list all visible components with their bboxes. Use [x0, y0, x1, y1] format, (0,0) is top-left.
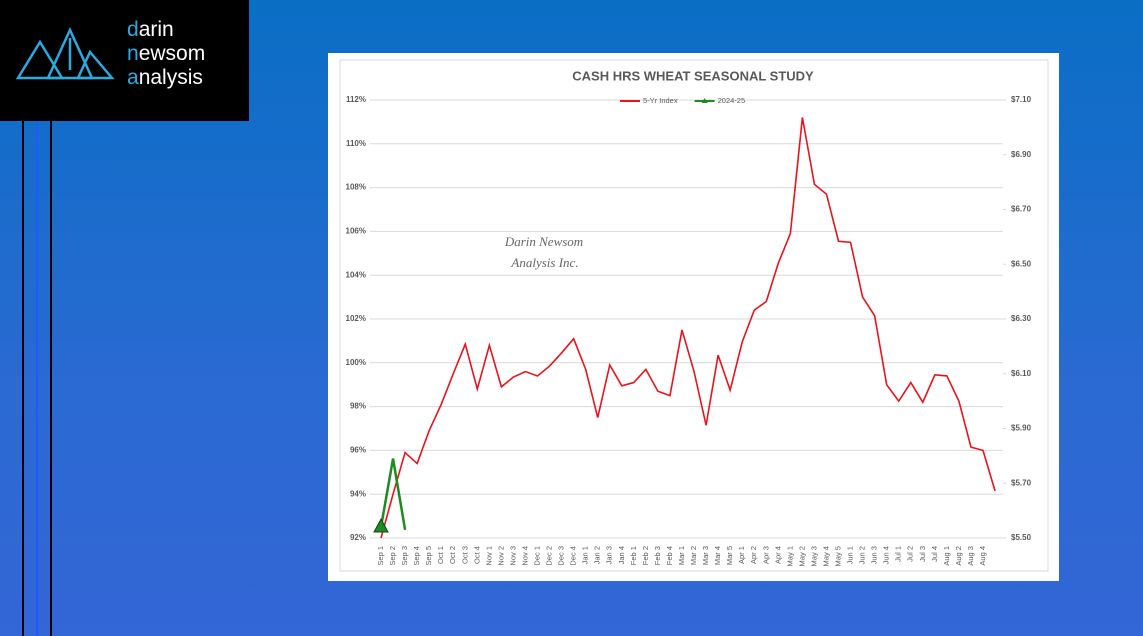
x-tick-label: Nov 1	[484, 546, 493, 566]
x-tick-label: Oct 3	[460, 546, 469, 564]
y2-tick-label: $6.90	[1011, 150, 1032, 159]
x-tick-label: May 4	[821, 546, 830, 566]
y-tick-label: 106%	[346, 227, 366, 236]
watermark: Analysis Inc.	[510, 255, 578, 270]
legend-label: 5-Yr Index	[643, 96, 678, 105]
x-tick-label: Dec 4	[569, 546, 578, 566]
x-tick-label: May 2	[797, 546, 806, 566]
series-line	[379, 458, 407, 530]
x-tick-label: Jul 4	[930, 546, 939, 562]
rule-line	[36, 121, 38, 636]
x-tick-label: May 3	[809, 546, 818, 566]
x-tick-label: Nov 4	[520, 546, 529, 566]
x-tick-label: Mar 1	[677, 546, 686, 565]
x-tick-label: May 1	[785, 546, 794, 566]
x-tick-label: Jul 2	[906, 546, 915, 562]
y-tick-label: 110%	[346, 139, 366, 148]
x-tick-label: Jan 3	[605, 546, 614, 564]
chart-card: CASH HRS WHEAT SEASONAL STUDY Darin News…	[328, 53, 1059, 581]
x-tick-label: Feb 4	[665, 546, 674, 565]
chart: CASH HRS WHEAT SEASONAL STUDY Darin News…	[339, 59, 1049, 572]
y2-tick-label: $6.30	[1011, 314, 1032, 323]
y-tick-label: 112%	[346, 95, 366, 104]
x-tick-label: Dec 2	[545, 546, 554, 566]
x-tick-label: Jan 1	[581, 546, 590, 564]
legend-marker	[701, 98, 708, 103]
x-tick-label: Jul 3	[918, 546, 927, 562]
x-tick-label: Aug 2	[954, 546, 963, 566]
logo-line: analysis	[127, 66, 203, 89]
x-tick-label: Sep 1	[376, 546, 385, 566]
x-tick-label: Jun 3	[870, 546, 879, 564]
watermark: Darin Newsom	[504, 234, 583, 249]
x-tick-label: Dec 1	[533, 546, 542, 566]
y-tick-label: 94%	[350, 489, 366, 498]
x-tick-label: Feb 3	[653, 546, 662, 565]
x-tick-label: Apr 3	[761, 546, 770, 564]
y2-tick-label: $6.50	[1011, 259, 1032, 268]
y2-tick-label: $5.90	[1011, 424, 1032, 433]
x-tick-label: Aug 3	[966, 546, 975, 566]
x-tick-label: Apr 1	[737, 546, 746, 564]
y2-tick-label: $5.50	[1011, 533, 1032, 542]
x-tick-label: Sep 5	[424, 546, 433, 566]
x-tick-label: Feb 1	[629, 546, 638, 565]
series-line	[380, 117, 996, 539]
rule-line	[22, 121, 24, 636]
y-tick-label: 100%	[346, 358, 366, 367]
legend-label: 2024-25	[718, 96, 746, 105]
x-tick-label: Jun 4	[882, 546, 891, 564]
x-tick-label: Jul 1	[894, 546, 903, 562]
y2-tick-label: $5.70	[1011, 478, 1032, 487]
x-tick-label: May 5	[834, 546, 843, 566]
x-tick-label: Mar 2	[689, 546, 698, 565]
x-tick-label: Apr 4	[773, 546, 782, 564]
x-tick-label: Jan 2	[593, 546, 602, 564]
y-tick-label: 98%	[350, 402, 366, 411]
x-tick-label: Dec 3	[557, 546, 566, 566]
logo-mark	[15, 26, 115, 80]
x-tick-label: Mar 3	[701, 546, 710, 565]
x-tick-label: Oct 2	[448, 546, 457, 564]
x-tick-label: Jun 1	[846, 546, 855, 564]
x-tick-label: Jan 4	[617, 546, 626, 564]
x-tick-label: Nov 3	[508, 546, 517, 566]
y2-tick-label: $7.10	[1011, 95, 1032, 104]
x-tick-label: Sep 4	[412, 546, 421, 566]
y-tick-label: 92%	[350, 533, 366, 542]
x-tick-label: Aug 1	[942, 546, 951, 566]
y-tick-label: 96%	[350, 446, 366, 455]
x-tick-label: Jun 2	[858, 546, 867, 564]
x-tick-label: Sep 2	[388, 546, 397, 566]
y2-tick-label: $6.10	[1011, 369, 1032, 378]
x-tick-label: Mar 4	[713, 546, 722, 565]
logo-text: darin newsom analysis	[127, 18, 205, 90]
x-tick-label: Nov 2	[496, 546, 505, 566]
chart-title: CASH HRS WHEAT SEASONAL STUDY	[572, 68, 814, 83]
x-tick-label: Oct 4	[472, 546, 481, 564]
logo: darin newsom analysis	[0, 0, 249, 121]
y-tick-label: 108%	[346, 183, 366, 192]
logo-line: darin	[127, 18, 174, 41]
x-tick-label: Apr 2	[749, 546, 758, 564]
y-tick-label: 104%	[346, 270, 366, 279]
point-marker	[373, 517, 389, 533]
rule-line	[50, 121, 52, 636]
y2-tick-label: $6.70	[1011, 205, 1032, 214]
plot-frame	[339, 59, 1049, 572]
x-tick-label: Mar 5	[725, 546, 734, 565]
logo-line: newsom	[127, 42, 206, 65]
x-tick-label: Feb 2	[641, 546, 650, 565]
y-tick-label: 102%	[346, 314, 366, 323]
x-tick-label: Sep 3	[400, 546, 409, 566]
x-tick-label: Oct 1	[436, 546, 445, 564]
x-tick-label: Aug 4	[978, 546, 987, 566]
